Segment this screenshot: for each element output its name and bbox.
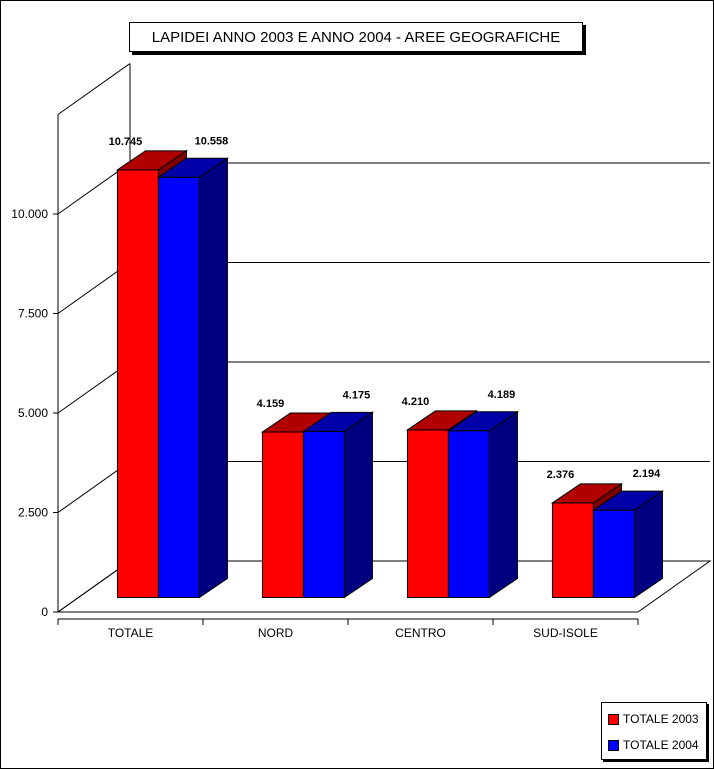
side-gridline	[57, 63, 131, 115]
data-label: 4.175	[343, 389, 371, 401]
data-label: 2.376	[547, 469, 575, 481]
legend-swatch-2004	[608, 739, 619, 751]
y-tick-label: 5.000	[18, 406, 48, 420]
x-tick-label: NORD	[258, 626, 294, 640]
x-tick-label: SUD-ISOLE	[533, 626, 598, 640]
data-label: 2.194	[633, 468, 661, 480]
bar-front	[157, 176, 200, 598]
y-tick-label: 0	[41, 605, 48, 619]
bar-side	[198, 157, 228, 599]
data-label: 10.745	[109, 136, 143, 148]
bar-side	[343, 411, 373, 599]
bar-front	[302, 430, 345, 598]
y-tick-label: 10.000	[11, 207, 48, 221]
y-tick-label: 7.500	[18, 307, 48, 321]
legend-item-2004: TOTALE 2004	[608, 738, 699, 752]
data-label: 4.210	[402, 396, 430, 408]
legend-item-2003: TOTALE 2003	[608, 712, 699, 726]
legend-label-2003: TOTALE 2003	[623, 712, 699, 726]
floor	[56, 560, 712, 613]
legend-label-2004: TOTALE 2004	[623, 738, 699, 752]
bar-side	[488, 410, 518, 599]
x-tick-label: CENTRO	[395, 626, 446, 640]
x-tick-label: TOTALE	[108, 626, 154, 640]
legend: TOTALE 2003 TOTALE 2004	[601, 702, 707, 760]
bar-front	[551, 502, 594, 598]
bar-front	[116, 169, 159, 598]
chart-title: LAPIDEI ANNO 2003 E ANNO 2004 - AREE GEO…	[129, 22, 583, 52]
bar-front	[447, 430, 490, 598]
data-label: 10.558	[195, 135, 229, 147]
bar-front	[261, 431, 304, 598]
legend-swatch-2003	[608, 713, 619, 725]
data-label: 4.189	[488, 389, 516, 401]
bar-side	[633, 490, 663, 599]
bar-front	[592, 509, 635, 598]
y-tick-label: 2.500	[18, 506, 48, 520]
bar-front	[406, 429, 449, 598]
data-label: 4.159	[257, 398, 285, 410]
